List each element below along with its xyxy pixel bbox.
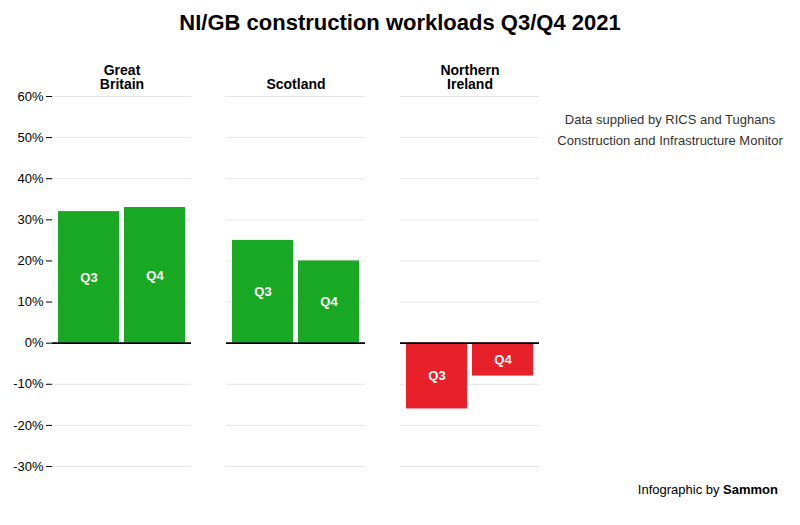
svg-text:Q4: Q4 (494, 352, 512, 367)
svg-text:0%: 0% (25, 335, 44, 350)
svg-text:Q3: Q3 (428, 368, 445, 383)
html-text:Infographic by Sammon: Infographic by Sammon (637, 482, 778, 497)
svg-text:Q4: Q4 (146, 267, 164, 282)
svg-text:40%: 40% (17, 171, 43, 186)
svg-text:30%: 30% (17, 212, 43, 227)
svg-text:NorthernIreland: NorthernIreland (440, 62, 499, 92)
svg-text:-30%: -30% (13, 459, 44, 474)
html-text:NI/GB construction workloads Q: NI/GB construction workloads Q3/Q4 2021 (179, 10, 621, 35)
svg-text:50%: 50% (17, 130, 43, 145)
svg-text:-10%: -10% (13, 376, 44, 391)
svg-text:Q3: Q3 (254, 284, 271, 299)
svg-text:GreatBritain: GreatBritain (100, 62, 144, 92)
svg-text:Scotland: Scotland (266, 76, 325, 92)
svg-text:Q3: Q3 (80, 270, 97, 285)
svg-text:Q4: Q4 (320, 294, 338, 309)
svg-text:60%: 60% (17, 89, 43, 104)
svg-text:10%: 10% (17, 294, 43, 309)
html-text:Data supplied by RICS and Tugh: Data supplied by RICS and Tughans Constr… (557, 112, 783, 148)
svg-text:-20%: -20% (13, 418, 44, 433)
svg-text:20%: 20% (17, 253, 43, 268)
